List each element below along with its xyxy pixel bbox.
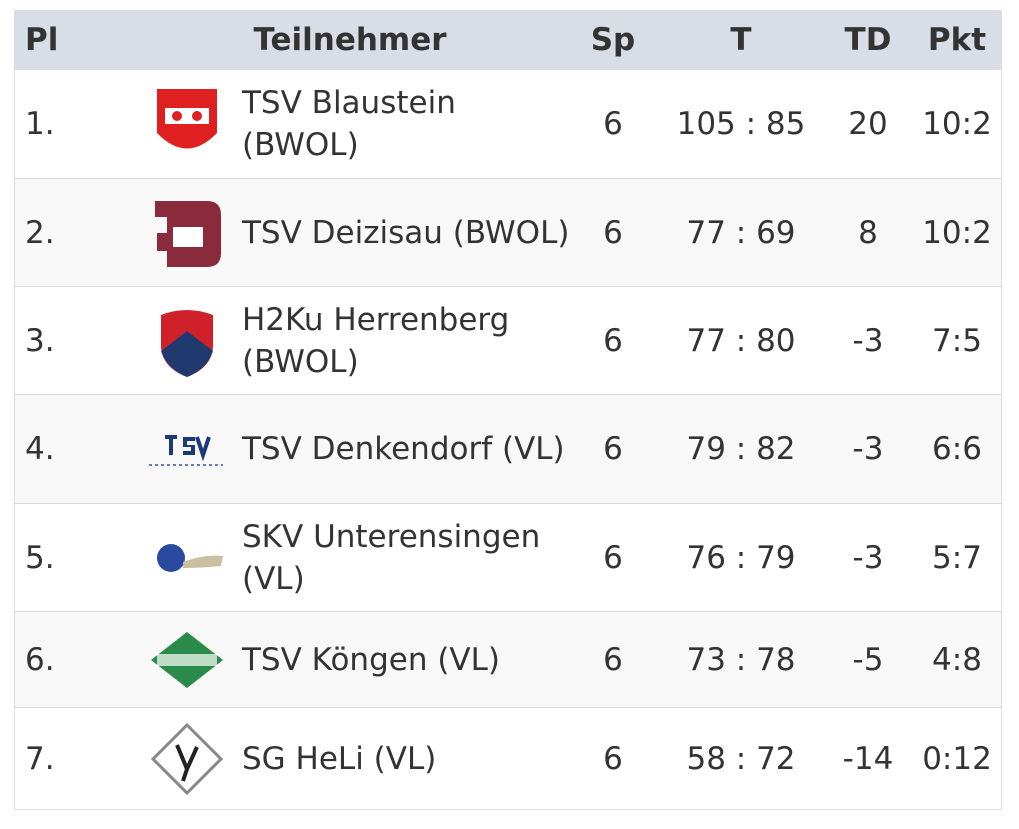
rank: 1. bbox=[25, 106, 55, 142]
points: 6:6 bbox=[932, 431, 982, 467]
goals: 76 : 79 bbox=[686, 539, 796, 576]
team-logo bbox=[149, 435, 223, 466]
rank: 3. bbox=[25, 322, 55, 359]
team: TSV Blaustein (BWOL) bbox=[242, 85, 456, 163]
games: 6 bbox=[603, 214, 623, 251]
points: 4:8 bbox=[932, 641, 982, 678]
team: TSV Deizisau (BWOL) bbox=[242, 214, 570, 251]
header-games: Sp bbox=[590, 22, 636, 58]
games: 6 bbox=[603, 539, 623, 576]
points: 7:5 bbox=[932, 322, 982, 359]
goal-diff: -5 bbox=[852, 641, 884, 678]
games: 6 bbox=[603, 431, 623, 467]
team-logo bbox=[161, 309, 213, 377]
team-logo bbox=[157, 89, 217, 149]
goals: 77 : 80 bbox=[686, 322, 796, 359]
table-row: 5. SKV Unterensingen (VL) 6 76 : 79 -3 5:7 bbox=[15, 503, 1001, 611]
points: 0:12 bbox=[922, 740, 992, 777]
table-row: 6. TSV Köngen (VL) 6 73 : 78 -5 4:8 bbox=[15, 611, 1001, 707]
rank: 6. bbox=[25, 641, 55, 678]
goals: 58 : 72 bbox=[686, 740, 796, 777]
goals: 79 : 82 bbox=[686, 431, 796, 467]
games: 6 bbox=[603, 641, 623, 678]
games: 6 bbox=[603, 322, 623, 359]
points: 10:2 bbox=[922, 214, 992, 251]
team-logo bbox=[157, 543, 223, 572]
goal-diff: -14 bbox=[842, 740, 894, 777]
header-points: Pkt bbox=[927, 22, 987, 58]
goals: 105 : 85 bbox=[676, 106, 806, 142]
team-logo bbox=[151, 631, 223, 688]
header-row: Pl Teilnehmer Sp T TD Pkt bbox=[15, 11, 1001, 69]
team: TSV Denkendorf (VL) bbox=[242, 431, 565, 467]
table-row: 3. H2Ku Herrenberg (BWOL) 6 77 : 80 -3 7:5 bbox=[15, 286, 1001, 394]
goals: 73 : 78 bbox=[686, 641, 796, 678]
goal-diff: -3 bbox=[852, 322, 884, 359]
goal-diff: 8 bbox=[858, 214, 878, 251]
header-goals: T bbox=[730, 22, 752, 58]
table-row: 2. TSV Deizisau (BWOL) 6 77 : 69 8 10:2 bbox=[15, 178, 1001, 286]
games: 6 bbox=[603, 740, 623, 777]
rank: 5. bbox=[25, 539, 55, 576]
goal-diff: 20 bbox=[848, 106, 888, 142]
rank: 4. bbox=[25, 431, 55, 467]
team-logo bbox=[150, 722, 224, 795]
rank: 2. bbox=[25, 214, 55, 251]
team: SKV Unterensingen (VL) bbox=[242, 518, 541, 597]
table-row: 7. SG HeLi (VL) 6 58 : 72 -14 0:12 bbox=[15, 707, 1001, 809]
team-logo bbox=[155, 200, 221, 267]
team: H2Ku Herrenberg (BWOL) bbox=[242, 301, 510, 380]
team: SG HeLi (VL) bbox=[242, 740, 437, 777]
table-row: 1. TSV Blaustein (BWOL) 6 105 : 85 20 10:2 bbox=[15, 69, 1001, 178]
goal-diff: -3 bbox=[852, 539, 884, 576]
goal-diff: -3 bbox=[852, 431, 884, 467]
points: 5:7 bbox=[932, 539, 982, 576]
goals: 77 : 69 bbox=[686, 214, 796, 251]
rank: 7. bbox=[25, 740, 55, 777]
standings-table: Pl Teilnehmer Sp T TD Pkt 1. TSV Blaustein (BWO… bbox=[14, 10, 1002, 810]
games: 6 bbox=[603, 106, 623, 142]
points: 10:2 bbox=[922, 106, 992, 142]
header-team: Teilnehmer bbox=[253, 22, 447, 58]
table-row: 4. TSV Denkendorf (VL) 6 79 : 82 -3 6:6 bbox=[15, 394, 1001, 503]
header-rank: Pl bbox=[25, 22, 59, 58]
header-goal-diff: TD bbox=[844, 22, 892, 58]
team: TSV Köngen (VL) bbox=[242, 641, 500, 678]
